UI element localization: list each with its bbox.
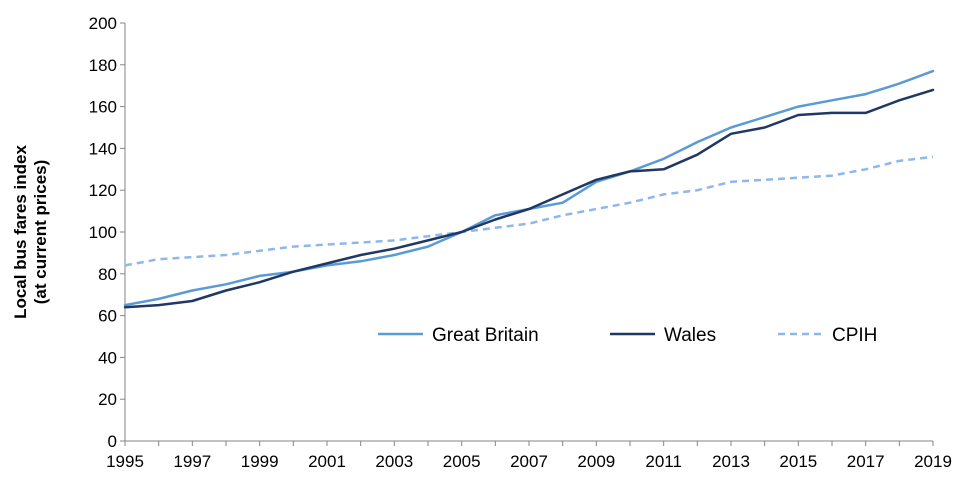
y-tick-label: 20 [98,390,117,409]
x-tick-label: 1997 [173,452,211,471]
x-tick-label: 2015 [779,452,817,471]
x-tick-label: 2011 [645,452,682,471]
x-tick-label: 2007 [510,452,548,471]
y-tick-label: 60 [98,307,117,326]
y-tick-label: 160 [89,98,117,117]
y-axis-title: Local bus fares index (at current prices… [11,145,50,319]
x-tick-label: 2019 [914,452,952,471]
x-tick-label: 2001 [308,452,346,471]
y-axis-title-line-1: Local bus fares index [11,145,30,319]
legend: Great Britain Wales CPIH [378,325,877,346]
y-tick-label: 0 [108,432,117,451]
y-axis-ticks: 0 20 40 60 80 100 120 140 160 180 200 [89,14,125,451]
x-tick-label: 2003 [375,452,413,471]
y-tick-label: 100 [89,223,117,242]
y-tick-label: 140 [89,139,117,158]
y-axis-title-line-2: (at current prices) [31,160,50,305]
x-axis-ticks: 1995 1997 1999 2001 2003 2005 2007 2009 2011 2013… [106,441,952,471]
series-lines [123,69,935,309]
y-tick-label: 40 [98,348,117,367]
series-line-great-britain [123,69,935,307]
y-tick-label: 180 [89,56,117,75]
legend-label-great-britain: Great Britain [432,325,539,346]
series-line-cpih [124,155,934,267]
x-tick-label: 2005 [443,452,481,471]
axes [124,23,933,442]
x-tick-label: 1999 [241,452,279,471]
legend-label-wales: Wales [664,325,716,346]
series-line-wales [123,88,935,309]
x-tick-label: 2013 [712,452,750,471]
y-tick-label: 200 [89,14,117,33]
x-tick-label: 2017 [847,452,885,471]
y-tick-label: 120 [89,181,117,200]
y-tick-label: 80 [98,265,117,284]
x-tick-label: 1995 [106,452,144,471]
x-tick-label: 2009 [577,452,615,471]
legend-label-cpih: CPIH [832,325,877,346]
